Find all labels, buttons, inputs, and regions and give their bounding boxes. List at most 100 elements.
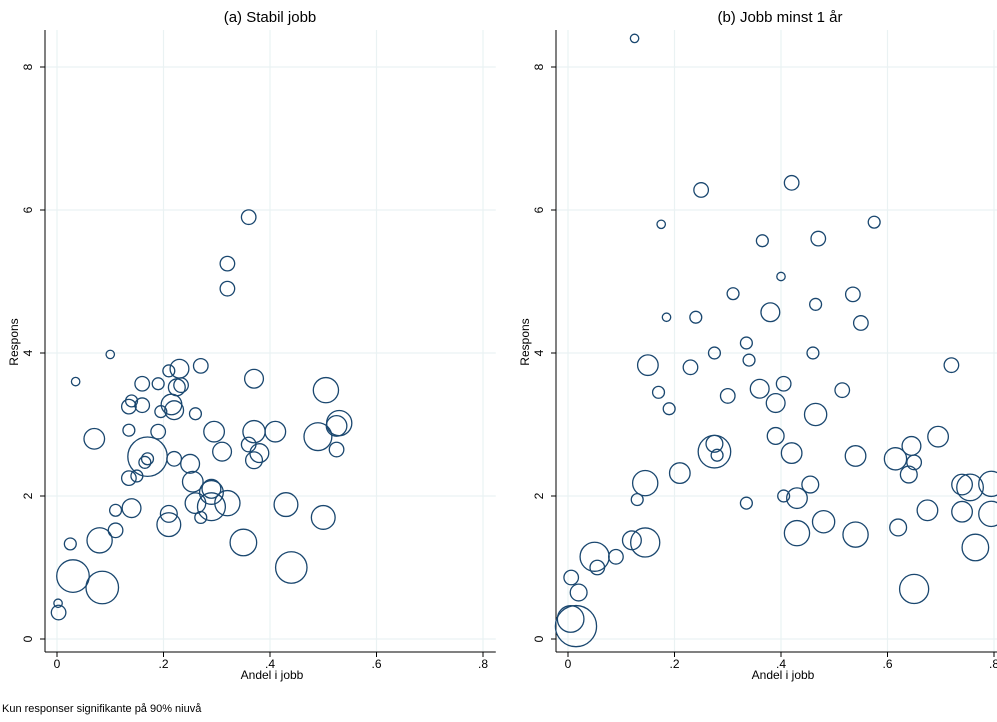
data-point <box>710 448 724 462</box>
data-point <box>181 470 204 493</box>
data-point <box>328 441 345 458</box>
x-tick-label: .6 <box>882 657 892 671</box>
data-point <box>775 375 792 392</box>
data-point <box>783 519 811 547</box>
y-tick-label: 0 <box>21 635 35 642</box>
data-point <box>726 287 740 301</box>
data-point <box>809 297 823 311</box>
x-tick-label: .2 <box>158 657 168 671</box>
data-point <box>630 492 644 507</box>
data-point <box>229 528 258 557</box>
data-point <box>749 378 770 399</box>
data-point <box>656 219 667 230</box>
data-point <box>70 376 81 387</box>
data-point <box>167 378 186 397</box>
y-tick-label: 2 <box>21 492 35 499</box>
data-point <box>630 527 661 558</box>
data-point <box>780 442 803 465</box>
y-tick-label: 8 <box>21 63 35 70</box>
x-tick-label: .6 <box>371 657 381 671</box>
data-point <box>739 336 753 350</box>
data-point <box>203 420 226 443</box>
data-point <box>214 489 241 517</box>
data-point <box>196 492 227 522</box>
data-point <box>956 473 984 502</box>
data-point <box>180 453 201 474</box>
data-point <box>927 425 950 448</box>
data-point <box>108 503 123 517</box>
data-point <box>50 604 67 621</box>
data-point <box>801 475 820 494</box>
y-tick-label: 0 <box>532 635 546 642</box>
data-point <box>212 441 233 462</box>
y-tick-label: 2 <box>532 492 546 499</box>
data-point <box>274 551 308 584</box>
data-point <box>563 569 580 586</box>
data-point <box>188 407 203 421</box>
data-point <box>803 402 828 427</box>
data-point <box>310 504 336 530</box>
x-axis-title: Andel i jobb <box>241 668 304 682</box>
y-tick-label: 4 <box>21 349 35 356</box>
data-point <box>554 604 598 648</box>
data-point <box>56 559 90 593</box>
data-point <box>739 496 753 510</box>
data-point <box>121 498 142 519</box>
data-point <box>899 465 918 484</box>
data-point <box>834 382 851 399</box>
data-point <box>951 473 973 496</box>
data-point <box>689 310 703 324</box>
data-point <box>162 364 176 378</box>
data-point <box>636 354 659 377</box>
data-point <box>243 368 265 389</box>
y-tick-label: 4 <box>532 349 546 356</box>
data-point <box>156 512 182 538</box>
data-point <box>164 400 185 421</box>
x-tick-label: 0 <box>54 657 61 671</box>
data-point <box>273 492 299 518</box>
y-tick-label: 6 <box>21 206 35 213</box>
x-tick-label: .4 <box>776 657 786 671</box>
data-point <box>240 436 257 453</box>
data-point <box>842 521 869 548</box>
data-point <box>978 500 997 528</box>
chart-title-a: (a) Stabil jobb <box>224 9 317 26</box>
x-tick-label: 0 <box>565 657 572 671</box>
data-point <box>159 504 178 523</box>
data-point <box>811 509 836 534</box>
data-point <box>569 583 588 602</box>
data-point <box>134 375 151 392</box>
data-point <box>120 470 137 487</box>
y-tick-label: 6 <box>532 206 546 213</box>
y-axis-title: Respons <box>518 318 532 365</box>
data-point <box>755 234 769 248</box>
data-point <box>898 573 930 605</box>
data-point <box>707 346 722 360</box>
data-point <box>608 548 624 565</box>
data-point <box>240 209 257 226</box>
data-point <box>184 492 207 515</box>
data-point <box>631 469 659 497</box>
data-point <box>219 280 236 297</box>
data-point <box>166 450 183 467</box>
data-point <box>249 443 270 464</box>
data-point <box>325 414 348 437</box>
data-point <box>682 359 699 376</box>
data-point <box>130 469 144 483</box>
data-point <box>85 570 120 605</box>
data-point <box>765 393 786 414</box>
data-point <box>943 357 960 374</box>
data-point <box>201 478 222 499</box>
data-point <box>697 434 732 469</box>
data-point <box>786 487 808 510</box>
data-point <box>105 349 116 360</box>
data-point <box>122 423 136 437</box>
panel-b: (b) Jobb minst 1 år 0 2 4 6 8 0 .2 .4 .6 .8 Andel i… <box>518 9 997 682</box>
data-point <box>589 559 606 576</box>
data-point <box>777 489 791 503</box>
data-point <box>783 174 800 191</box>
data-point <box>961 533 990 562</box>
x-tick-label: .8 <box>478 657 488 671</box>
data-point <box>776 271 786 282</box>
